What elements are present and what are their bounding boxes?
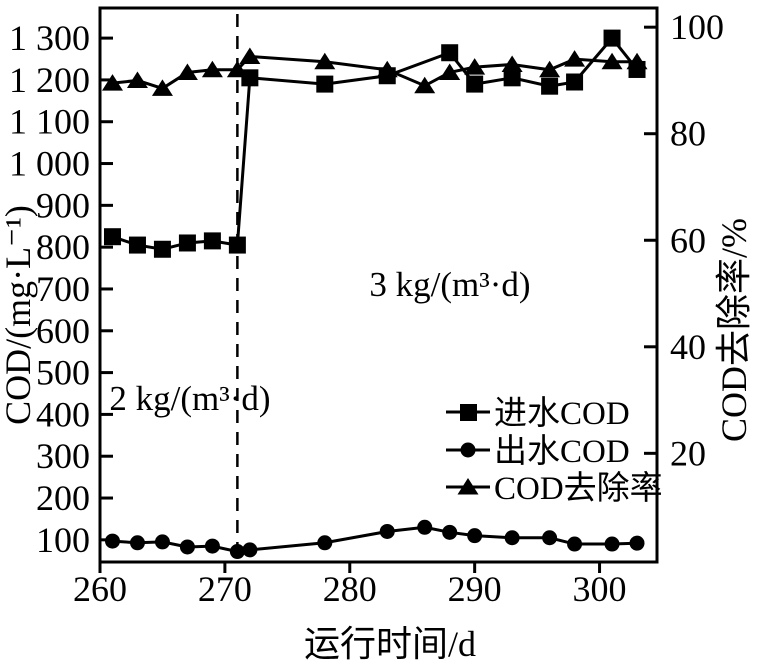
- series-effluent-cod-point: [317, 535, 333, 551]
- y-left-tick-label: 1 200: [9, 60, 90, 100]
- y-left-tick-label: 900: [36, 185, 90, 225]
- annotation-phase2-load: 3 kg/(m³·d): [369, 265, 530, 304]
- series-cod-removal-rate-point: [439, 63, 461, 80]
- y-left-tick-label: 100: [36, 520, 90, 560]
- series-effluent-cod-point: [179, 539, 195, 555]
- circle-marker-icon: [460, 442, 476, 458]
- series-effluent-cod-point: [154, 534, 170, 550]
- y-left-tick-label: 1 000: [9, 144, 90, 184]
- series-influent-cod-point: [316, 75, 334, 93]
- y-left-tick-label: 200: [36, 478, 90, 518]
- x-tick-label: 300: [573, 569, 627, 609]
- legend-label-effluent-cod: 出水COD: [494, 433, 630, 470]
- series-cod-removal-rate-point: [151, 79, 173, 96]
- series-effluent-cod-point: [379, 523, 395, 539]
- series-cod-removal-rate-point: [314, 52, 336, 70]
- series-effluent-cod-point: [417, 519, 433, 535]
- y-right-tick-label: 40: [670, 327, 706, 367]
- y-left-tick-label: 500: [36, 353, 90, 393]
- series-effluent-cod-point: [242, 542, 258, 558]
- series-cod-removal-rate-point: [376, 60, 398, 78]
- plot-border: [98, 6, 659, 564]
- series-influent-cod-point: [153, 240, 171, 258]
- series-cod-removal-rate-point: [126, 71, 148, 88]
- legend-label-influent-cod: 进水COD: [494, 395, 630, 432]
- series-cod-removal-rate-point: [101, 74, 123, 91]
- legend-item-influent-cod: 进水COD: [446, 395, 630, 432]
- series-effluent-cod-point: [129, 535, 145, 551]
- plot-area: 260 270 280 290 3001002003004005006007008009…: [9, 6, 724, 609]
- series-effluent-cod-point: [204, 538, 220, 554]
- series-cod-removal-rate-point: [501, 55, 523, 72]
- series-effluent-cod-point: [629, 535, 645, 551]
- series-cod-removal-rate-point: [626, 52, 648, 70]
- y-right-axis-title: COD去除率/%: [714, 218, 754, 442]
- series-influent-cod-point: [128, 236, 146, 254]
- series-influent-cod-point: [228, 236, 246, 254]
- series-effluent-cod-point: [542, 530, 558, 546]
- series-cod-removal-rate-point: [201, 60, 223, 78]
- series-effluent-cod-point: [104, 533, 120, 549]
- y-right-tick-label: 100: [670, 7, 724, 47]
- series-influent-cod-point: [541, 77, 559, 95]
- x-tick-label: 260: [73, 569, 127, 609]
- square-marker-icon: [460, 404, 477, 421]
- series-influent-cod-line: [112, 35, 639, 251]
- x-tick-label: 290: [448, 569, 502, 609]
- legend-label-cod-removal-rate: COD去除率: [494, 470, 663, 507]
- series-effluent-cod-point: [504, 530, 520, 546]
- x-axis-title: 运行时间/d: [304, 624, 476, 664]
- series-effluent-cod-point: [467, 528, 483, 544]
- series-influent-cod-point: [466, 75, 484, 93]
- x-tick-label: 270: [198, 569, 252, 609]
- series-cod-removal-rate-point: [226, 60, 248, 78]
- legend-item-effluent-cod: 出水COD: [446, 433, 630, 470]
- series-cod-removal-rate-point: [464, 58, 486, 75]
- y-right-tick-label: 60: [670, 220, 706, 260]
- y-right-tick-label: 80: [670, 114, 706, 154]
- series-influent-cod-point: [566, 73, 584, 91]
- series-effluent-cod-point: [229, 544, 245, 560]
- x-tick-label: 280: [323, 569, 377, 609]
- series-influent-cod-point: [603, 29, 621, 47]
- legend: 进水COD 出水COD COD去除率: [446, 395, 663, 507]
- legend-item-cod-removal-rate: COD去除率: [446, 470, 663, 507]
- series-effluent-cod-point: [567, 536, 583, 552]
- y-left-tick-label: 700: [36, 269, 90, 309]
- y-left-tick-label: 800: [36, 227, 90, 267]
- y-left-tick-label: 400: [36, 394, 90, 434]
- series-influent-cod-point: [241, 69, 259, 87]
- y-left-tick-label: 1 300: [9, 18, 90, 58]
- annotation-phase1-load: 2 kg/(m³·d): [109, 379, 270, 418]
- y-left-axis-title: COD/(mg·L⁻¹): [0, 205, 38, 425]
- series-cod-removal-rate-point: [601, 52, 623, 70]
- series-influent-cod-point: [503, 69, 521, 87]
- series-influent-cod-point: [203, 232, 221, 250]
- series-cod-removal-rate-point: [539, 60, 561, 78]
- series-cod-removal-rate-point: [414, 76, 436, 94]
- y-right-tick-label: 20: [670, 433, 706, 473]
- triangle-marker-icon: [457, 478, 479, 495]
- series-effluent-cod-point: [604, 536, 620, 552]
- series-influent-cod-point: [178, 234, 196, 252]
- y-left-tick-label: 300: [36, 436, 90, 476]
- y-left-tick-label: 600: [36, 311, 90, 351]
- series-cod-removal-rate-point: [239, 47, 261, 64]
- series-effluent-cod-point: [442, 524, 458, 540]
- series-cod-removal-rate-point: [176, 63, 198, 80]
- series-influent-cod-point: [103, 228, 121, 246]
- series-influent-cod-point: [441, 44, 459, 62]
- y-left-tick-label: 1 100: [9, 102, 90, 142]
- series-cod-removal-rate-point: [564, 50, 586, 67]
